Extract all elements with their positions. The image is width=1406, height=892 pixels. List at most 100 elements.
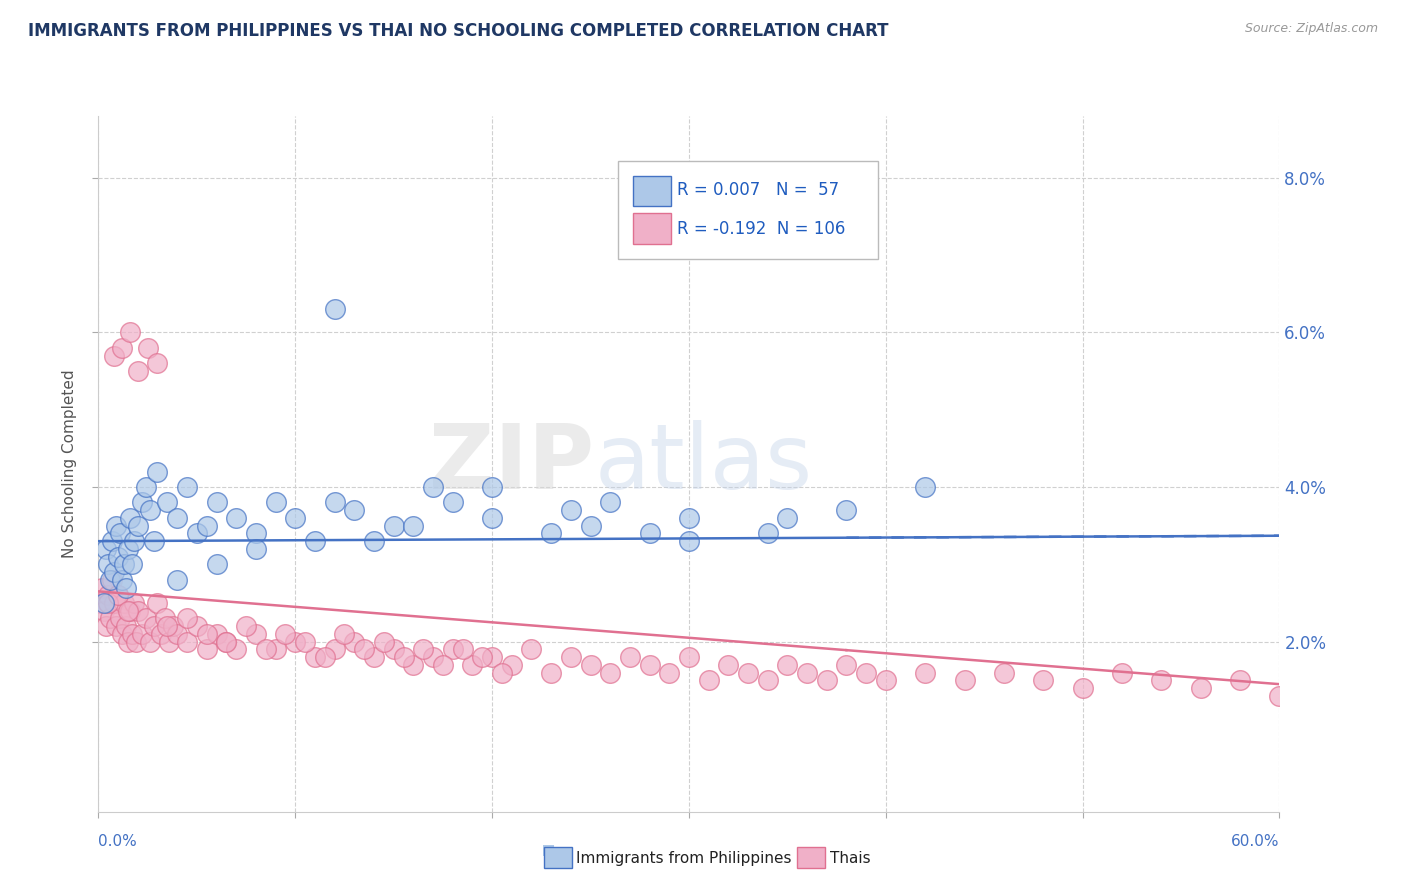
Point	[97, 558, 120, 572]
Point	[491, 665, 513, 680]
Point	[914, 665, 936, 680]
Point	[1071, 681, 1094, 695]
Point	[117, 541, 139, 556]
Point	[127, 364, 149, 378]
Point	[155, 611, 177, 625]
Point	[382, 642, 405, 657]
Text: R = 0.007   N =  57: R = 0.007 N = 57	[678, 181, 839, 200]
Point	[333, 627, 356, 641]
Point	[481, 480, 503, 494]
Point	[176, 611, 198, 625]
Point	[118, 604, 141, 618]
Point	[451, 642, 474, 657]
Point	[776, 657, 799, 672]
Point	[127, 518, 149, 533]
Point	[121, 627, 143, 641]
Point	[422, 650, 444, 665]
Point	[142, 534, 165, 549]
Point	[599, 495, 621, 509]
Point	[157, 634, 180, 648]
Text: ▪: ▪	[541, 839, 555, 859]
Point	[343, 503, 366, 517]
Point	[121, 558, 143, 572]
Text: R = -0.192  N = 106: R = -0.192 N = 106	[678, 219, 845, 237]
Point	[162, 619, 184, 633]
Point	[835, 503, 858, 517]
Text: atlas: atlas	[595, 420, 813, 508]
Point	[304, 650, 326, 665]
Point	[101, 534, 124, 549]
Point	[638, 657, 661, 672]
Point	[501, 657, 523, 672]
Point	[481, 511, 503, 525]
Point	[796, 665, 818, 680]
Point	[678, 511, 700, 525]
Point	[225, 511, 247, 525]
Point	[135, 611, 157, 625]
Point	[176, 634, 198, 648]
Point	[678, 534, 700, 549]
Point	[835, 657, 858, 672]
Point	[186, 619, 208, 633]
Point	[108, 526, 131, 541]
Point	[117, 604, 139, 618]
Point	[118, 326, 141, 340]
Point	[138, 634, 160, 648]
Text: 60.0%: 60.0%	[1232, 834, 1279, 849]
Point	[142, 619, 165, 633]
Point	[195, 642, 218, 657]
Point	[373, 634, 395, 648]
Point	[402, 518, 425, 533]
Point	[98, 611, 121, 625]
Point	[697, 673, 720, 688]
Point	[284, 634, 307, 648]
Point	[103, 596, 125, 610]
Point	[111, 341, 134, 355]
Point	[402, 657, 425, 672]
Point	[107, 549, 129, 564]
Point	[205, 558, 228, 572]
Point	[1032, 673, 1054, 688]
Point	[245, 627, 267, 641]
Point	[112, 558, 135, 572]
Point	[274, 627, 297, 641]
Point	[176, 480, 198, 494]
Point	[993, 665, 1015, 680]
FancyBboxPatch shape	[634, 213, 671, 244]
Point	[1150, 673, 1173, 688]
Point	[138, 503, 160, 517]
Point	[108, 611, 131, 625]
Point	[166, 573, 188, 587]
Point	[382, 518, 405, 533]
Point	[245, 541, 267, 556]
Point	[136, 341, 159, 355]
Point	[156, 495, 179, 509]
Text: Thais: Thais	[830, 851, 870, 865]
Point	[717, 657, 740, 672]
Point	[131, 627, 153, 641]
Point	[560, 650, 582, 665]
Point	[122, 596, 145, 610]
Point	[235, 619, 257, 633]
Point	[855, 665, 877, 680]
Point	[392, 650, 415, 665]
Point	[115, 619, 138, 633]
Point	[540, 665, 562, 680]
Point	[599, 665, 621, 680]
Point	[103, 565, 125, 579]
Point	[875, 673, 897, 688]
Point	[815, 673, 838, 688]
Point	[461, 657, 484, 672]
Point	[186, 526, 208, 541]
Point	[323, 642, 346, 657]
Point	[166, 511, 188, 525]
Point	[914, 480, 936, 494]
Point	[118, 511, 141, 525]
Point	[471, 650, 494, 665]
Point	[93, 596, 115, 610]
Point	[205, 627, 228, 641]
Point	[115, 581, 138, 595]
Point	[363, 650, 385, 665]
Point	[520, 642, 543, 657]
Point	[195, 627, 218, 641]
